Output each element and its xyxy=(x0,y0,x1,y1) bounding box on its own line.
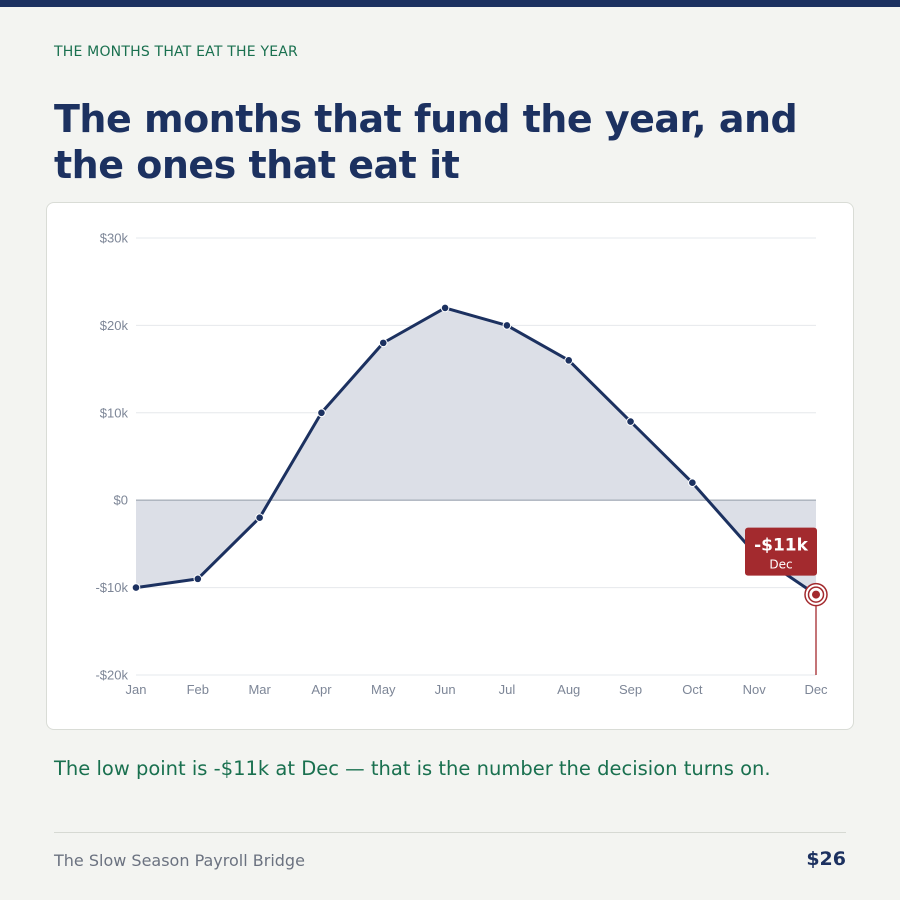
x-tick-label: Jul xyxy=(499,682,516,697)
x-tick-label: Jan xyxy=(126,682,147,697)
footer-title: The Slow Season Payroll Bridge xyxy=(54,851,305,870)
series-line xyxy=(135,306,817,596)
x-tick-label: Aug xyxy=(557,682,580,697)
callout-value: -$11k xyxy=(754,536,809,556)
y-tick-label: $30k xyxy=(100,231,129,246)
data-point xyxy=(131,583,141,592)
data-point xyxy=(688,478,697,488)
footer-divider xyxy=(54,832,846,833)
cash-flow-chart: $30k $20k $10k $0 -$10k -$20k Jan Feb Mar Apr May… xyxy=(95,231,829,698)
y-tick-label: $10k xyxy=(100,405,129,420)
callout-box xyxy=(745,527,817,576)
marker-dot xyxy=(812,590,820,599)
data-point xyxy=(378,338,388,348)
takeaway-text: The low point is -$11k at Dec — that is … xyxy=(54,757,771,780)
y-tick-label: -$10k xyxy=(95,580,128,595)
data-point xyxy=(317,408,326,418)
data-point xyxy=(502,321,512,330)
x-axis-tick-labels: Jan Feb Mar Apr May Jun Jul Aug Sep Oct Nov Dec xyxy=(126,682,829,697)
callout-month: Dec xyxy=(769,558,792,572)
footer-price: $26 xyxy=(806,848,846,870)
data-point xyxy=(255,513,264,522)
x-tick-label: Mar xyxy=(248,682,271,697)
data-point xyxy=(564,356,574,365)
data-point xyxy=(626,417,635,426)
page-title: The months that fund the year, and the o… xyxy=(54,97,798,187)
low-point-marker xyxy=(804,582,828,607)
chart-area-above-zero xyxy=(136,307,816,595)
x-tick-label: May xyxy=(371,682,396,697)
data-point xyxy=(440,303,450,313)
x-tick-label: Jun xyxy=(435,682,456,697)
eyebrow-label: THE MONTHS THAT EAT THE YEAR xyxy=(54,44,298,60)
chart-card: $30k $20k $10k $0 -$10k -$20k Jan Feb Mar Apr May… xyxy=(46,202,854,730)
x-tick-label: Apr xyxy=(311,682,332,697)
y-axis-tick-labels: $30k $20k $10k $0 -$10k -$20k xyxy=(95,231,128,683)
data-point xyxy=(193,574,203,584)
x-tick-label: Nov xyxy=(743,682,767,697)
low-point-callout: -$11k Dec xyxy=(745,527,817,576)
y-tick-label: -$20k xyxy=(95,668,128,683)
x-tick-label: Oct xyxy=(682,682,703,697)
x-tick-label: Sep xyxy=(619,682,642,697)
x-tick-label: Feb xyxy=(187,682,209,697)
x-tick-label: Dec xyxy=(804,682,828,697)
y-tick-label: $0 xyxy=(114,493,128,508)
y-tick-label: $20k xyxy=(100,318,129,333)
top-accent-bar xyxy=(0,0,900,7)
